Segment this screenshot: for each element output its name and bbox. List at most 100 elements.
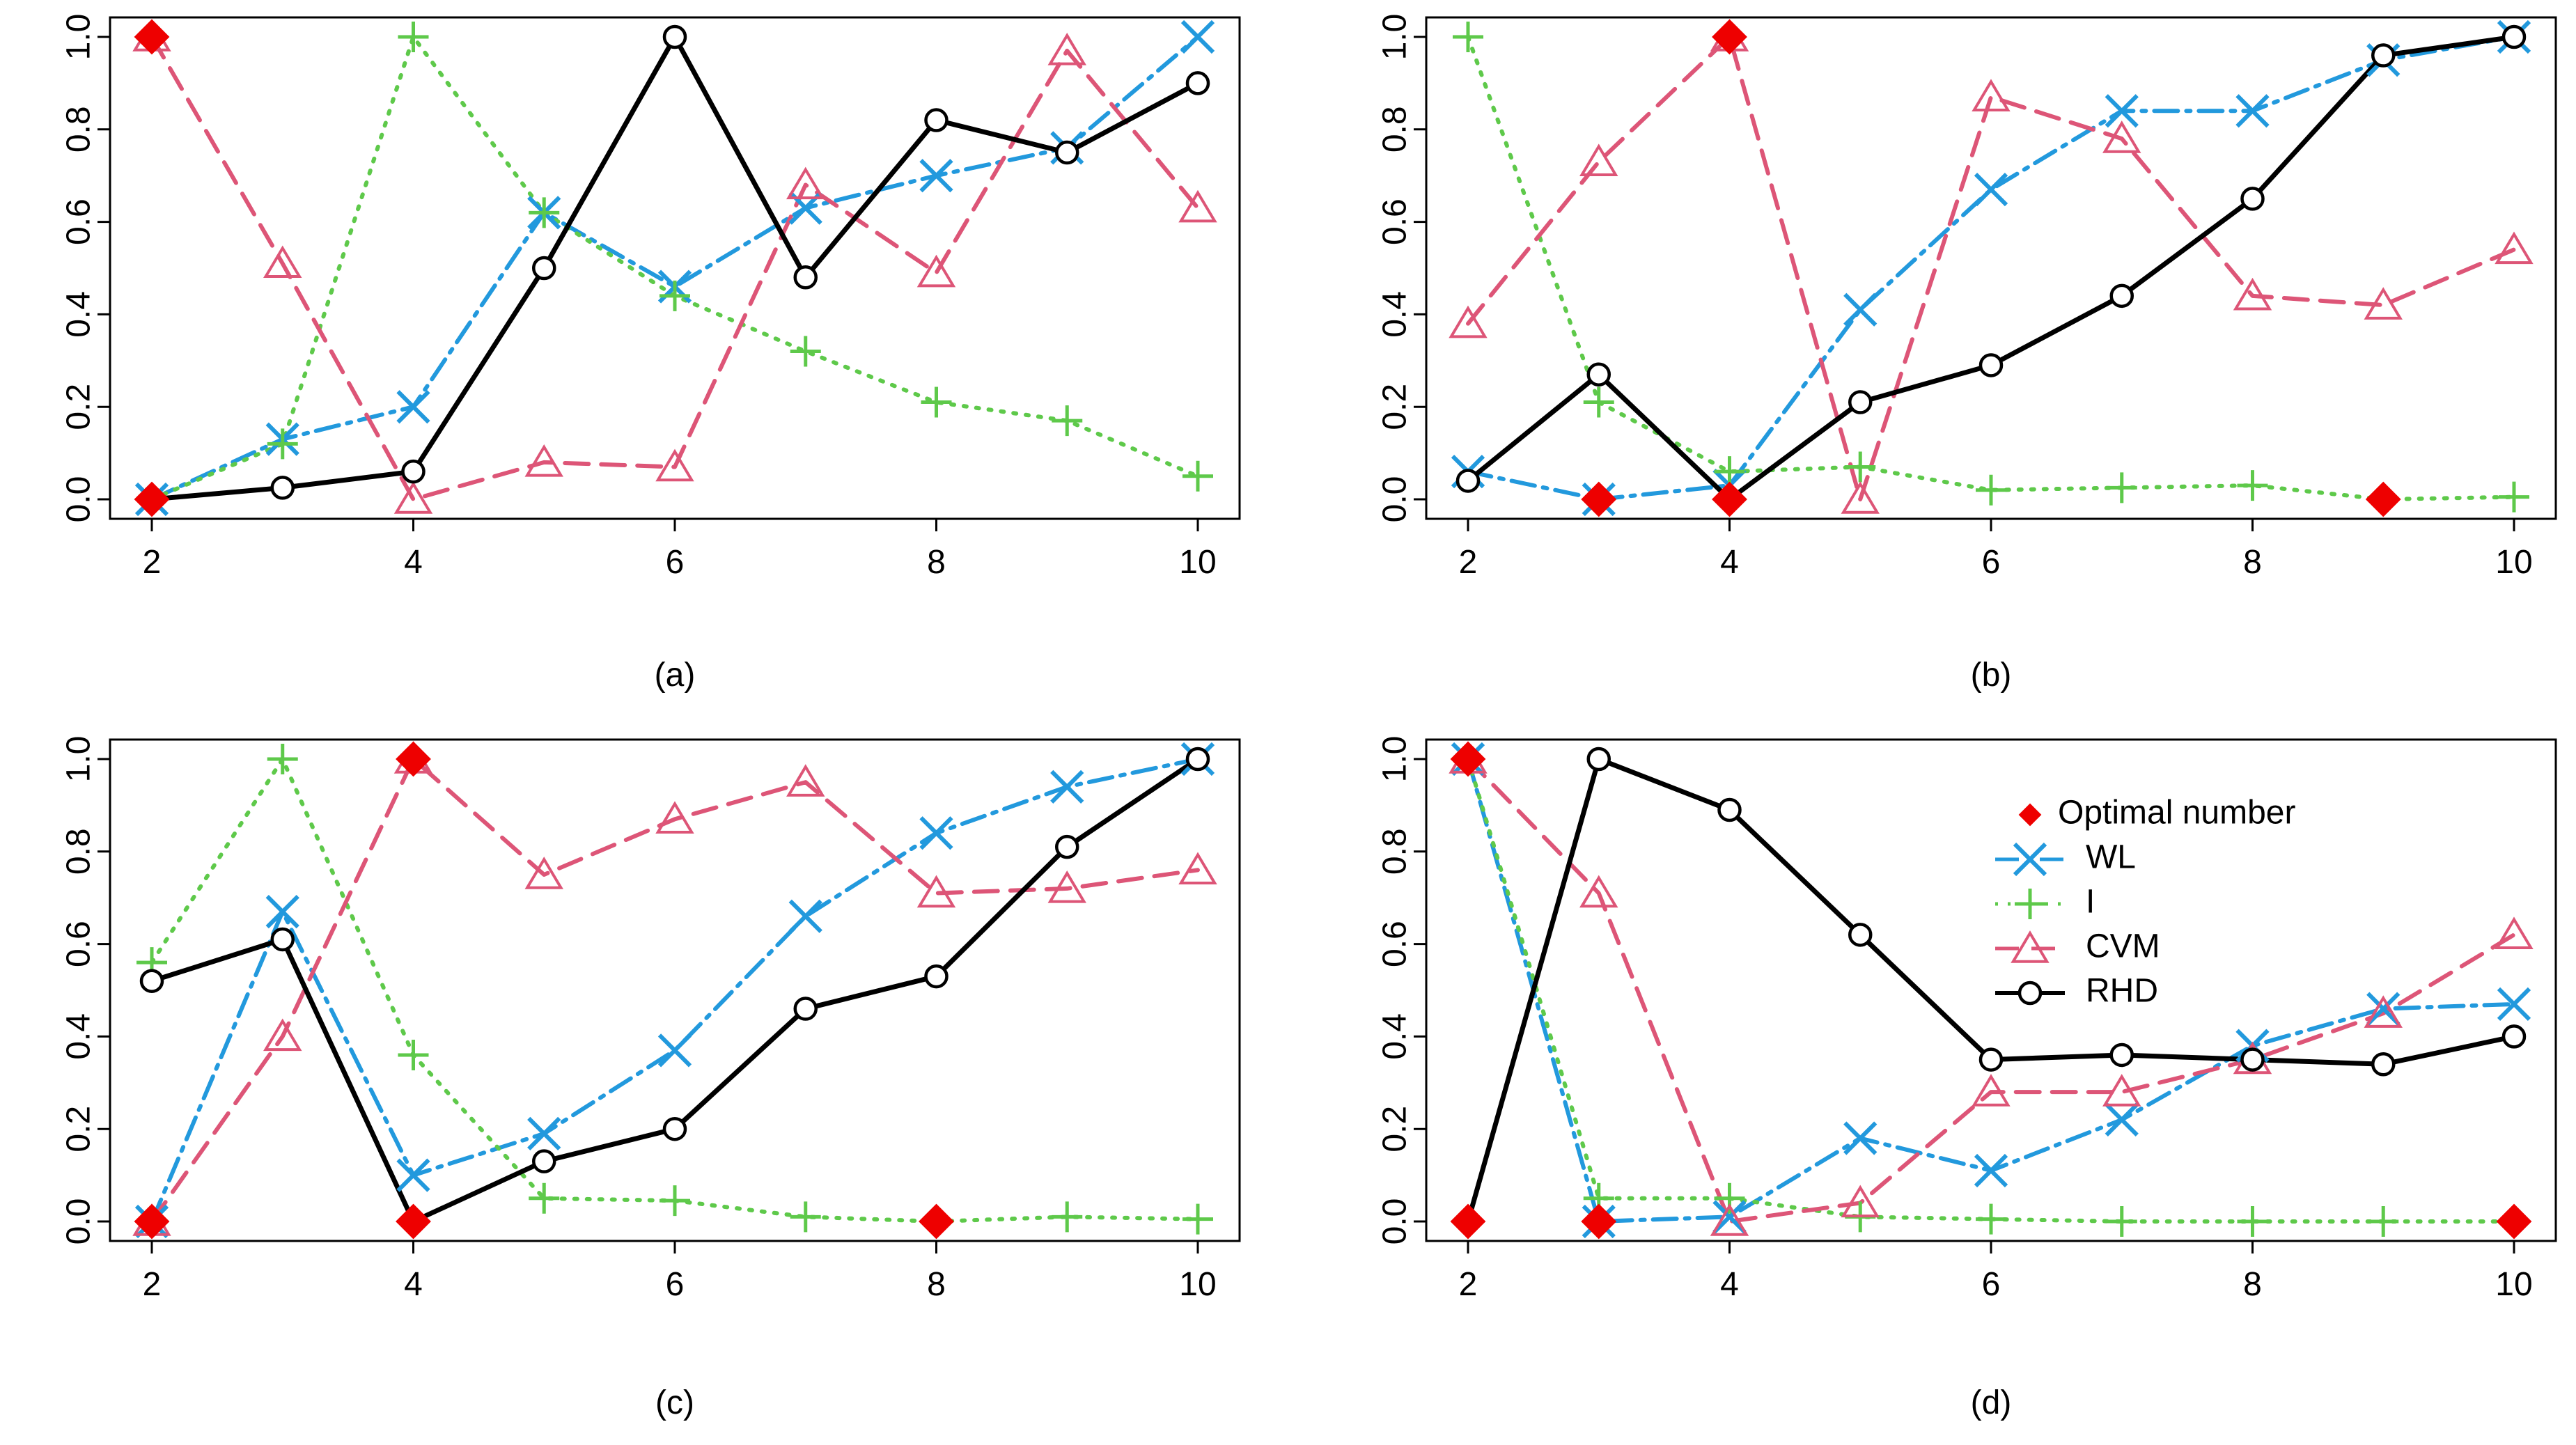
wl-series-line [1466,757,2516,1224]
y-tick-label: 0.2 [61,1106,97,1153]
optimal-marker [1450,741,1486,777]
cvm-marker [2495,916,2534,950]
i-series-line [150,35,1200,501]
panel-caption: (a) [655,657,696,694]
optimal-points [1581,19,2401,517]
y-tick-label: 0.2 [1377,384,1414,430]
cvm-marker [916,875,956,908]
cvm-marker [2102,1074,2141,1107]
rhd-series-markers [139,747,1210,1234]
cvm-marker [1841,481,1880,514]
rhd-series-markers [1455,24,2527,512]
x-tick-label: 4 [404,1266,423,1303]
rhd-series-line [149,756,1201,1224]
wl-marker [788,899,822,933]
x-tick-label: 10 [1179,544,1216,581]
wl-marker [2497,987,2531,1022]
optimal-marker [919,1203,954,1240]
cvm-marker [1047,870,1086,903]
y-tick-label: 1.0 [1377,736,1414,783]
legend-entry-rhd: RHD [1995,973,2158,1010]
legend-entry-cvm: CVM [1995,928,2160,965]
optimal-marker [396,741,431,777]
rhd-marker [924,964,949,989]
rhd-marker [2371,43,2396,68]
y-tick-label: 1.0 [61,736,97,783]
rhd-marker [2240,187,2265,211]
rhd-marker [1717,797,1742,822]
cvm-marker [1178,852,1217,885]
wl-marker [527,1116,561,1150]
cvm-marker [1449,305,1488,338]
optimal-points [1450,741,2532,1240]
wl-series-line [1466,35,2516,501]
rhd-marker [2109,283,2134,308]
panel-caption: (d) [1971,1384,2012,1421]
cvm-marker [1178,189,1217,223]
cvm-series-markers [1449,741,2534,1236]
cvm-series-line [1466,35,2516,501]
x-tick-label: 8 [2243,544,2262,581]
cvm-series-line [150,35,1200,501]
cvm-marker [1579,875,1618,908]
optimal-marker [2496,1203,2532,1240]
legend-label: I [2086,884,2095,921]
x-tick-label: 6 [666,1266,685,1303]
rhd-marker [1978,1047,2004,1072]
optimal-marker [134,19,170,55]
i-series-markers [136,22,1213,515]
y-tick-label: 0.8 [61,828,97,875]
x-tick-label: 10 [1179,1266,1216,1303]
rhd-series-line [1465,756,2517,1224]
optimal-marker [396,1203,431,1240]
i-series-markers [136,744,1213,1237]
wl-marker [2366,992,2401,1026]
wl-marker [265,894,299,929]
panel-caption: (c) [655,1384,694,1421]
y-tick-label: 0.4 [61,291,97,338]
cvm-marker [524,857,563,889]
x-tick-label: 8 [927,1266,946,1303]
x-tick-label: 4 [1720,1266,1739,1303]
optimal-marker [1581,1203,1617,1240]
rhd-series-markers [139,24,1210,512]
wl-marker [919,816,953,850]
legend-entry-optimal: Optimal number [2018,795,2295,831]
cvm-series-markers [132,19,1217,514]
y-tick-label: 0.8 [61,106,97,153]
wl-marker [1974,1153,2008,1188]
rhd-marker [662,24,687,49]
cvm-marker [2011,930,2050,963]
i-series-line [1466,35,2516,501]
x-tick-label: 4 [404,544,423,581]
y-tick-label: 0.0 [61,476,97,523]
rhd-marker [2371,1052,2396,1077]
rhd-marker [1185,71,1210,95]
cvm-marker [786,166,825,200]
cvm-marker [2364,287,2403,320]
legend-label: CVM [2086,928,2160,965]
cvm-marker [1972,79,2011,112]
legend: Optimal number WL I CVM RHD [1995,795,2295,1010]
rhd-marker [2501,1024,2527,1049]
optimal-marker [134,481,170,517]
wl-series-markers [1451,19,2531,517]
optimal-marker [2365,481,2401,517]
cvm-series-line [1466,757,2516,1224]
plot-frame [1425,16,2557,520]
wl-marker [1050,770,1084,804]
rhd-marker [1848,390,1873,414]
x-tick-label: 2 [143,544,162,581]
rhd-marker [270,476,295,500]
x-tick-label: 2 [143,1266,162,1303]
cvm-marker [1841,1185,1880,1218]
y-tick-label: 0.4 [1377,291,1414,338]
rhd-marker [793,265,818,290]
rhd-marker [1586,747,1611,772]
cvm-marker [1047,33,1086,65]
rhd-marker [924,108,949,132]
rhd-marker [1055,140,1079,165]
rhd-marker [662,1116,687,1141]
y-tick-label: 0.8 [1377,828,1414,875]
rhd-marker [1848,923,1873,947]
